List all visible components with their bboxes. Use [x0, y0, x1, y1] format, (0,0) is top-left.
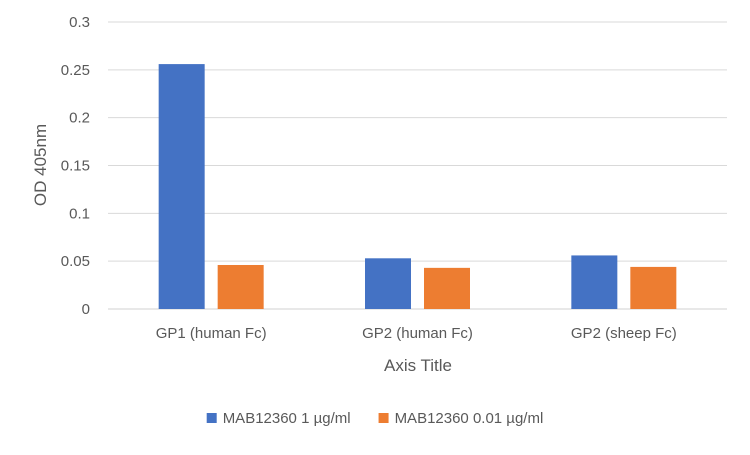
bar	[424, 267, 470, 309]
y-axis-title: OD 405nm	[31, 124, 50, 206]
bar	[217, 264, 264, 309]
bar	[365, 258, 411, 309]
legend-entry: MAB12360 0.01 µg/ml	[395, 410, 544, 427]
legend-swatch	[206, 413, 217, 423]
y-tick-label: 0.25	[61, 62, 90, 79]
y-tick-label: 0.2	[69, 110, 90, 127]
legend-entry: MAB12360 1 µg/ml	[223, 410, 351, 427]
y-tick-label: 0.15	[61, 158, 90, 175]
bar	[158, 64, 205, 310]
y-tick-label: 0.05	[61, 253, 90, 270]
y-tick-label: 0	[82, 301, 90, 318]
y-tick-label: 0.1	[69, 205, 90, 222]
bar	[630, 266, 677, 309]
x-category-label: GP1 (human Fc)	[156, 325, 267, 342]
gridlines	[108, 21, 727, 310]
legend-swatch	[378, 413, 389, 423]
legend: MAB12360 1 µg/ml MAB12360 0.01 µg/ml	[206, 410, 544, 427]
bar	[571, 255, 618, 309]
x-axis-categories: GP1 (human Fc) GP2 (human Fc) GP2 (sheep F…	[156, 325, 677, 342]
x-category-label: GP2 (sheep Fc)	[571, 325, 677, 342]
y-axis-ticks: 0 0.05 0.1 0.15 0.2 0.25 0.3	[61, 14, 90, 318]
x-category-label: GP2 (human Fc)	[362, 325, 473, 342]
y-tick-label: 0.3	[69, 14, 90, 31]
x-axis-title: Axis Title	[384, 356, 452, 375]
bars	[158, 64, 677, 310]
